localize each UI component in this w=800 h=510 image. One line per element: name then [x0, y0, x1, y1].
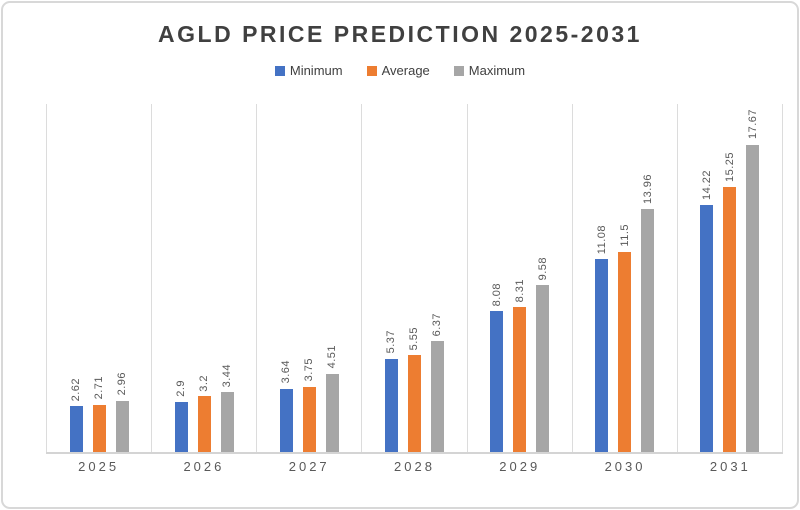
x-axis-label-2027: 2027 [288, 459, 330, 474]
bar-unit-maximum-2028: 6.37 [430, 312, 444, 452]
bar-maximum-2025[interactable] [115, 400, 129, 452]
bar-minimum-2025[interactable] [69, 406, 83, 452]
legend-label-average: Average [381, 63, 430, 78]
bar-value-label-maximum-2028: 6.37 [431, 312, 444, 337]
bar-average-2030[interactable] [618, 251, 632, 452]
bar-value-label-average-2031: 15.25 [723, 151, 736, 182]
bar-value-label-minimum-2029: 8.08 [490, 282, 503, 307]
bar-average-2031[interactable] [723, 186, 737, 452]
bar-unit-average-2028: 5.55 [407, 326, 421, 452]
legend-item-average[interactable]: Average [366, 63, 430, 78]
bar-value-label-average-2025: 2.71 [93, 376, 106, 400]
bar-unit-minimum-2031: 14.22 [700, 169, 714, 452]
bar-unit-average-2030: 11.5 [618, 224, 632, 452]
legend-swatch-minimum [274, 65, 285, 76]
bar-unit-maximum-2030: 13.96 [641, 174, 655, 452]
bar-unit-maximum-2031: 17.67 [746, 109, 760, 452]
category-column-2028: 5.37 5.55 6.37 [361, 104, 466, 452]
x-axis-label-2028: 2028 [394, 459, 435, 474]
x-axis-label-2025: 2025 [78, 459, 120, 474]
bar-unit-maximum-2029: 9.58 [536, 256, 550, 452]
bar-minimum-2028[interactable] [384, 358, 398, 452]
bar-maximum-2028[interactable] [430, 341, 444, 452]
bar-value-label-average-2027: 3.75 [303, 358, 316, 382]
bar-unit-average-2031: 15.25 [723, 151, 737, 452]
bar-maximum-2026[interactable] [220, 392, 234, 452]
bar-value-label-minimum-2028: 5.37 [385, 330, 398, 354]
legend: Minimum Average Maximum [3, 63, 797, 78]
chart-title: AGLD PRICE PREDICTION 2025-2031 [158, 21, 642, 47]
plot-area: 2.62 2.71 2.96 2.9 3.2 3.44 3.64 3.75 4.51 5.37 5.… [46, 104, 783, 454]
x-axis-label-2026: 2026 [183, 459, 225, 474]
bar-value-label-minimum-2027: 3.64 [280, 360, 293, 384]
bar-value-label-average-2030: 11.5 [618, 224, 631, 247]
bar-unit-minimum-2025: 2.62 [69, 377, 83, 452]
x-axis: 2025 2026 2027 2028 2029 2030 2031 [46, 459, 783, 474]
bar-unit-maximum-2025: 2.96 [115, 372, 129, 452]
bar-value-label-minimum-2031: 14.22 [700, 169, 713, 200]
bar-value-label-maximum-2027: 4.51 [326, 345, 339, 369]
bar-average-2027[interactable] [302, 386, 316, 452]
bar-value-label-maximum-2026: 3.44 [221, 363, 234, 388]
bar-unit-maximum-2027: 4.51 [325, 345, 339, 452]
x-axis-label-2030: 2030 [604, 459, 646, 474]
bar-minimum-2030[interactable] [595, 259, 609, 452]
bar-average-2025[interactable] [92, 404, 106, 452]
bar-value-label-minimum-2030: 11.08 [595, 224, 608, 255]
bar-unit-minimum-2030: 11.08 [595, 224, 609, 452]
bar-value-label-maximum-2029: 9.58 [536, 256, 549, 281]
legend-label-minimum: Minimum [289, 63, 343, 78]
bar-value-label-maximum-2030: 13.96 [641, 174, 654, 205]
bar-minimum-2029[interactable] [490, 311, 504, 452]
bar-maximum-2031[interactable] [746, 144, 760, 452]
bar-average-2029[interactable] [513, 307, 527, 452]
bar-unit-average-2025: 2.71 [92, 376, 106, 452]
bar-unit-maximum-2026: 3.44 [220, 363, 234, 452]
bar-value-label-minimum-2026: 2.9 [175, 379, 188, 397]
legend-label-maximum: Maximum [468, 63, 526, 78]
legend-item-minimum[interactable]: Minimum [274, 63, 343, 78]
bar-maximum-2030[interactable] [641, 209, 655, 452]
bar-value-label-average-2029: 8.31 [513, 278, 526, 303]
bar-unit-minimum-2028: 5.37 [384, 330, 398, 452]
category-column-2026: 2.9 3.2 3.44 [151, 104, 256, 452]
bar-minimum-2026[interactable] [174, 401, 188, 452]
bar-value-label-average-2026: 3.2 [198, 374, 211, 392]
bar-unit-minimum-2029: 8.08 [490, 282, 504, 452]
bar-unit-average-2029: 8.31 [513, 278, 527, 452]
bar-average-2026[interactable] [197, 396, 211, 452]
category-column-2027: 3.64 3.75 4.51 [256, 104, 361, 452]
bar-value-label-maximum-2031: 17.67 [746, 109, 759, 140]
x-axis-label-2029: 2029 [499, 459, 541, 474]
category-column-2025: 2.62 2.71 2.96 [46, 104, 151, 452]
bar-unit-minimum-2027: 3.64 [279, 360, 293, 452]
bar-value-label-average-2028: 5.55 [408, 326, 421, 351]
legend-item-maximum[interactable]: Maximum [453, 63, 526, 78]
bar-average-2028[interactable] [407, 355, 421, 452]
category-column-2029: 8.08 8.31 9.58 [466, 104, 572, 452]
category-column-2030: 11.08 11.5 13.96 [571, 104, 677, 452]
bar-minimum-2031[interactable] [700, 204, 714, 452]
bar-minimum-2027[interactable] [279, 388, 293, 452]
legend-swatch-maximum [453, 65, 464, 76]
x-axis-label-2031: 2031 [709, 459, 751, 474]
bar-maximum-2029[interactable] [536, 285, 550, 452]
bar-unit-average-2026: 3.2 [197, 374, 211, 452]
bar-maximum-2027[interactable] [325, 373, 339, 452]
bar-unit-minimum-2026: 2.9 [174, 379, 188, 452]
category-column-2031: 14.22 15.25 17.67 [676, 104, 783, 452]
bar-value-label-maximum-2025: 2.96 [116, 372, 129, 396]
bar-unit-average-2027: 3.75 [302, 358, 316, 452]
legend-swatch-average [366, 65, 377, 76]
bar-value-label-minimum-2025: 2.62 [70, 377, 83, 402]
